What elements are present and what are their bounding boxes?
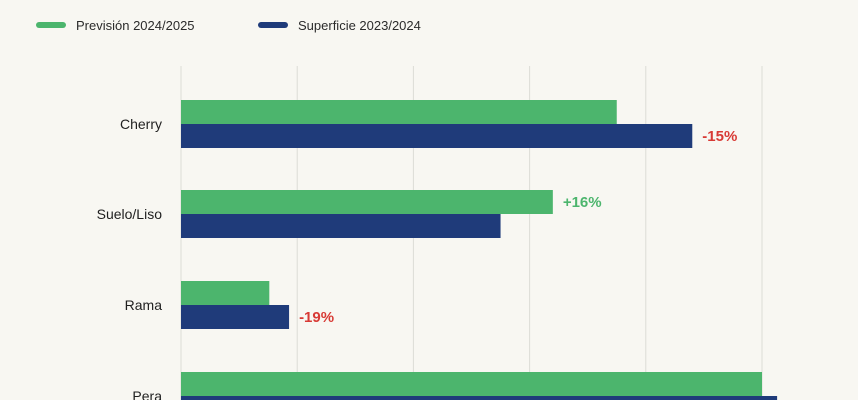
- legend-label-superficie: Superficie 2023/2024: [298, 18, 421, 33]
- annotations: -15%+16%-19%-3%: [299, 128, 737, 326]
- category-labels: Cherry Suelo/Liso Rama Pera: [97, 116, 163, 400]
- change-label-cherry: -15%: [702, 128, 737, 145]
- bar-cherry-superficie: [181, 124, 693, 148]
- bar-suelo-liso-prevision: [181, 190, 553, 214]
- bar-suelo-liso-superficie: [181, 214, 501, 238]
- change-label-rama: -19%: [299, 309, 334, 326]
- category-label-suelo-liso: Suelo/Liso: [97, 206, 163, 222]
- bar-rama-prevision: [181, 281, 270, 305]
- bar-cherry-prevision: [181, 100, 617, 124]
- bar-pera-superficie: [181, 396, 778, 400]
- bar-rama-superficie: [181, 305, 290, 329]
- bar-pera-prevision: [181, 372, 762, 396]
- legend: Previsión 2024/2025 Superficie 2023/2024: [36, 18, 421, 33]
- bars: [181, 100, 778, 400]
- legend-swatch-prevision: [36, 22, 66, 28]
- category-label-cherry: Cherry: [120, 116, 162, 132]
- category-label-pera: Pera: [132, 388, 162, 400]
- legend-label-prevision: Previsión 2024/2025: [76, 18, 195, 33]
- legend-swatch-superficie: [258, 22, 288, 28]
- change-label-suelo-liso: +16%: [563, 194, 602, 211]
- category-label-rama: Rama: [125, 297, 163, 313]
